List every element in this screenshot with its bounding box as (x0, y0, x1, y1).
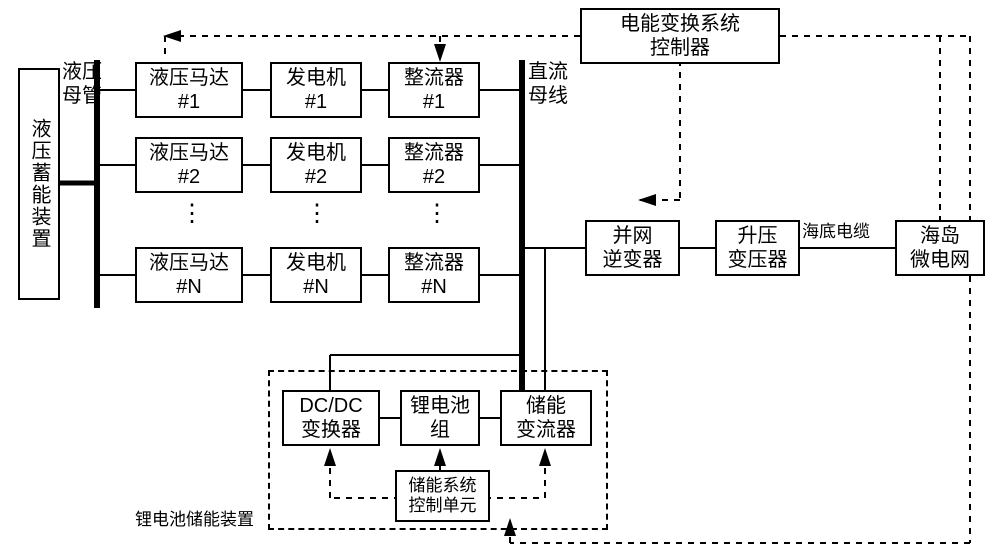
accumulator-label: 液压蓄能装置 (27, 118, 51, 250)
dots-2: ⋮ (305, 200, 329, 229)
generator-2-block: 发电机 #2 (270, 137, 362, 193)
ess-control-block: 储能系统 控制单元 (395, 470, 490, 522)
generator-1-block: 发电机 #1 (270, 62, 362, 118)
dc-bus-label: 直流 母线 (528, 60, 552, 108)
motor-1-block: 液压马达 #1 (135, 62, 243, 118)
inverter-block: 并网 逆变器 (585, 220, 680, 276)
generator-n-block: 发电机 #N (270, 247, 362, 303)
hydraulic-bus-label: 液压 母管 (62, 60, 96, 108)
rectifier-2-block: 整流器 #2 (388, 137, 480, 193)
controller-block: 电能变换系统 控制器 (580, 8, 780, 64)
dcdc-block: DC/DC 变换器 (282, 390, 380, 446)
cable-label: 海底电缆 (802, 222, 870, 242)
ess-container-label: 锂电池储能装置 (135, 510, 254, 530)
accumulator-block: 液压蓄能装置 (18, 68, 60, 300)
rectifier-1-block: 整流器 #1 (388, 62, 480, 118)
ess-converter-block: 储能 变流器 (500, 390, 592, 446)
rectifier-n-block: 整流器 #N (388, 247, 480, 303)
microgrid-block: 海岛 微电网 (895, 220, 985, 276)
motor-2-block: 液压马达 #2 (135, 137, 243, 193)
transformer-block: 升压 变压器 (715, 220, 800, 276)
dots-3: ⋮ (425, 200, 449, 229)
dc-bus (519, 60, 525, 390)
motor-n-block: 液压马达 #N (135, 247, 243, 303)
dots-1: ⋮ (180, 200, 204, 229)
diagram-canvas: 液压 母管 直流 母线 液压蓄能装置 液压马达 #1 发电机 #1 整流器 #1… (0, 0, 1000, 557)
battery-block: 锂电池 组 (400, 390, 480, 446)
